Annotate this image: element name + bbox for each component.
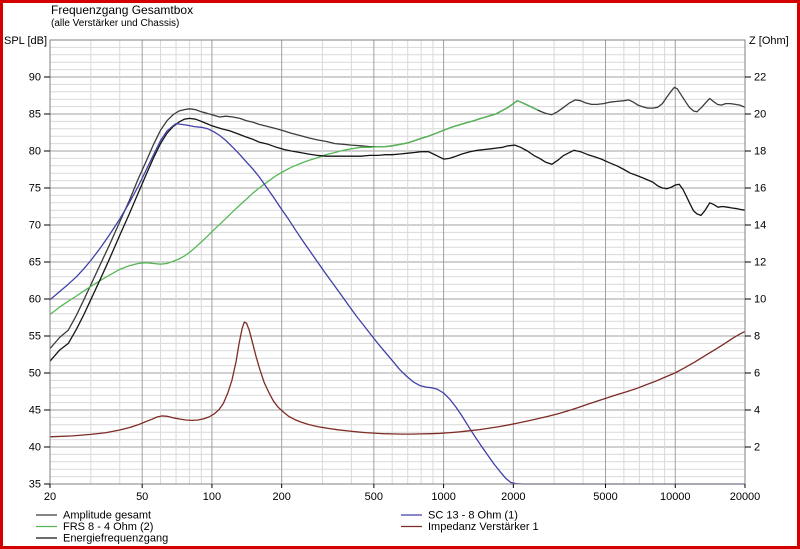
legend-label: SC 13 - 8 Ohm (1) (428, 510, 518, 522)
curve-energiefrequenzgang (49, 117, 746, 362)
left-tick-label: 85 (29, 109, 41, 121)
left-tick-label: 65 (29, 257, 41, 269)
x-tick-label: 5000 (593, 491, 617, 503)
left-tick-label: 35 (29, 479, 41, 491)
axis-tick-labels: 35 40 45 50 55 60 65 70 75 80 85 90 2 4 6 8 10 12 14 16 18 20… (29, 72, 767, 504)
left-tick-label: 90 (29, 72, 41, 84)
chart-title: Frequenzgang Gesamtbox (51, 3, 194, 17)
axis-ticks (44, 76, 751, 488)
right-tick-label: 8 (754, 331, 760, 343)
right-axis-label: Z [Ohm] (749, 35, 789, 47)
right-tick-label: 2 (754, 442, 760, 454)
left-tick-label: 60 (29, 294, 41, 306)
x-tick-label: 500 (365, 491, 383, 503)
x-tick-label: 20000 (730, 491, 761, 503)
legend-item: Impedanz Verstärker 1 (401, 521, 539, 533)
legend-item: Energiefrequenzgang (36, 533, 168, 545)
left-tick-label: 40 (29, 442, 41, 454)
curve-frs-8-4-ohm-2- (49, 100, 539, 316)
legend-item: SC 13 - 8 Ohm (1) (401, 510, 518, 522)
x-tick-label: 20 (44, 491, 56, 503)
grid-lines (50, 40, 745, 484)
left-axis-label: SPL [dB] (4, 35, 48, 47)
left-tick-label: 80 (29, 146, 41, 158)
chart-subtitle: (alle Verstärker und Chassis) (51, 18, 180, 29)
left-tick-label: 75 (29, 183, 41, 195)
right-tick-label: 20 (754, 109, 766, 121)
legend-label: Energiefrequenzgang (63, 533, 168, 545)
right-tick-label: 4 (754, 405, 760, 417)
right-tick-label: 12 (754, 257, 766, 269)
x-tick-label: 50 (136, 491, 148, 503)
right-tick-label: 16 (754, 183, 766, 195)
x-tick-label: 1000 (431, 491, 455, 503)
curve-sc-13-8-ohm-1- (49, 122, 745, 485)
x-tick-label: 10000 (660, 491, 691, 503)
legend-item: Amplitude gesamt (36, 510, 151, 522)
x-tick-label: 100 (203, 491, 221, 503)
right-tick-label: 10 (754, 294, 766, 306)
right-tick-label: 18 (754, 146, 766, 158)
left-tick-label: 45 (29, 405, 41, 417)
x-tick-label: 2000 (501, 491, 525, 503)
right-tick-label: 14 (754, 220, 766, 232)
x-tick-label: 200 (272, 491, 290, 503)
legend-label: Impedanz Verstärker 1 (428, 521, 539, 533)
legend-item: FRS 8 - 4 Ohm (2) (36, 521, 153, 533)
legend-label: Amplitude gesamt (63, 510, 151, 522)
left-tick-label: 50 (29, 368, 41, 380)
right-tick-label: 22 (754, 72, 766, 84)
left-tick-label: 70 (29, 220, 41, 232)
left-tick-label: 55 (29, 331, 41, 343)
curves (49, 86, 746, 485)
legend-label: FRS 8 - 4 Ohm (2) (63, 521, 153, 533)
right-tick-label: 6 (754, 368, 760, 380)
curve-impedanz-verst-rker-1 (49, 321, 746, 438)
